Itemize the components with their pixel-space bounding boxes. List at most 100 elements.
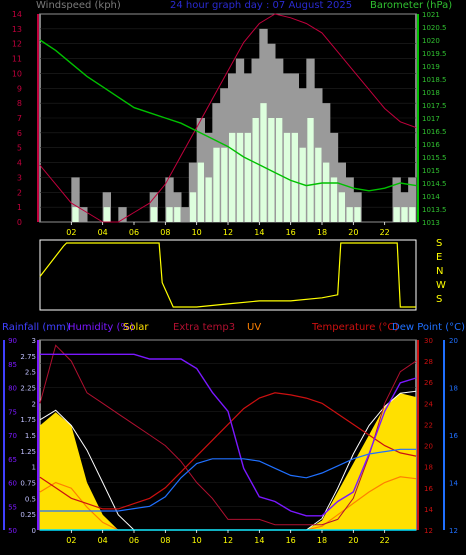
barometer-tick-label: 1018.5: [422, 76, 447, 84]
barometer-title: Barometer (hPa): [370, 0, 452, 11]
windspeed-tick-label: 6: [17, 129, 22, 138]
wind-average-bar: [323, 162, 330, 222]
wind-gust-bar: [408, 177, 417, 222]
wind-average-bar: [338, 192, 345, 222]
windspeed-tick-label: 2: [17, 188, 22, 197]
top-x-tick-label: 14: [254, 228, 264, 237]
wind-average-bar: [166, 207, 173, 222]
barometer-tick-label: 1014: [422, 193, 440, 201]
wind-average-bar: [150, 207, 157, 222]
bottom-x-tick-label: 22: [380, 536, 390, 545]
temperature-tick-label: 18: [424, 464, 433, 472]
wind-gust-bar: [118, 207, 127, 222]
wind-average-bar: [72, 207, 79, 222]
humidity-tick-label: 85: [8, 361, 17, 369]
windspeed-title: Windspeed (kph): [36, 0, 121, 11]
legend-dew-point: Dew Point (°C): [392, 322, 465, 333]
rainfall-tick-label: 1.25: [20, 448, 36, 456]
wind-average-bar: [346, 207, 353, 222]
temperature-tick-label: 12: [424, 527, 433, 535]
humidity-tick-label: 70: [8, 432, 17, 440]
legend-temperature: Temperature (°C): [311, 322, 398, 333]
windspeed-tick-label: 13: [12, 25, 22, 34]
dew-point-tick-label: 12: [449, 527, 458, 535]
temperature-tick-label: 16: [424, 485, 433, 493]
top-x-tick-label: 20: [348, 228, 358, 237]
legend-solar: Solar: [123, 322, 149, 333]
wind-average-bar: [276, 118, 283, 222]
top-x-tick-label: 04: [98, 228, 108, 237]
bottom-x-tick-label: 08: [160, 536, 170, 545]
dew-point-tick-label: 14: [449, 480, 458, 488]
top-x-tick-label: 08: [160, 228, 170, 237]
rainfall-tick-label: 3: [32, 337, 36, 345]
wind-average-bar: [283, 132, 291, 222]
wind-average-bar: [197, 162, 204, 222]
rainfall-tick-label: 2.5: [25, 369, 36, 377]
rainfall-tick-label: 2.75: [20, 353, 36, 361]
legend-humidity: Humidity (%): [68, 322, 134, 333]
rainfall-tick-label: 0.25: [20, 511, 36, 519]
wind-average-bar: [393, 207, 400, 222]
humidity-tick-label: 65: [8, 456, 17, 464]
humidity-tick-label: 90: [8, 337, 17, 345]
rainfall-tick-label: 0.75: [20, 480, 36, 488]
barometer-line: [39, 39, 417, 192]
barometer-tick-label: 1016.5: [422, 128, 447, 136]
barometer-tick-label: 1013: [422, 219, 440, 227]
wind-average-bar: [291, 132, 298, 222]
bottom-x-tick-label: 02: [66, 536, 76, 545]
direction-label: N: [436, 266, 443, 277]
wind-average-bar: [315, 147, 322, 222]
humidity-tick-label: 55: [8, 503, 17, 511]
bottom-x-tick-label: 10: [192, 536, 202, 545]
dew-point-line: [40, 448, 416, 512]
temperature-line: [39, 392, 417, 510]
wind-gust-bar: [79, 207, 88, 222]
wind-average-bar: [409, 207, 416, 222]
rainfall-tick-label: 2: [32, 400, 36, 408]
dew-point-tick-label: 18: [449, 385, 458, 393]
wind-average-bar: [260, 103, 267, 222]
wind-average-bar: [252, 118, 259, 222]
wind-gust-bar: [345, 177, 354, 222]
bottom-x-tick-label: 14: [254, 536, 264, 545]
wind-gust-bar: [188, 162, 198, 222]
legend-extra-temp: Extra temp3: [173, 322, 235, 333]
windspeed-tick-label: 5: [17, 144, 22, 153]
top-x-tick-label: 10: [192, 228, 202, 237]
direction-label: E: [436, 252, 442, 263]
temperature-tick-label: 22: [424, 421, 433, 429]
barometer-tick-label: 1021: [422, 11, 440, 19]
temperature-tick-label: 30: [424, 337, 433, 345]
humidity-axis-ticks: 50 55 60 65 70 75 80 85 90: [8, 337, 17, 535]
rainfall-axis-ticks: 0 0.25 0.5 0.75 1 1.25 1.5 1.75 2 2.25 2.5 2.75 3: [20, 337, 36, 535]
climate-chart: 50 55 60 65 70 75 80 85 90 0 0.25 0.5 0.75 1 1.25 1.5 1…: [3, 337, 458, 545]
bottom-x-tick-label: 06: [129, 536, 139, 545]
rainfall-tick-label: 1.75: [20, 416, 36, 424]
wind-average-bar: [174, 207, 181, 222]
temperature-tick-label: 28: [424, 358, 433, 366]
wind-gust-bar: [392, 177, 401, 222]
barometer-tick-label: 1017.5: [422, 102, 447, 110]
bottom-x-tick-label: 04: [98, 536, 108, 545]
windspeed-tick-label: 11: [12, 55, 22, 64]
top-x-tick-label: 18: [317, 228, 327, 237]
wind-average-bar: [213, 147, 220, 222]
wind-average-bar: [103, 207, 110, 222]
bottom-x-tick-label: 12: [223, 536, 233, 545]
wind-average-bar: [307, 118, 314, 222]
dew-point-tick-label: 16: [449, 432, 458, 440]
wind-average-bar: [205, 177, 212, 222]
dew-point-axis-ticks: 12 14 16 18 20: [449, 337, 458, 535]
windspeed-tick-label: 0: [17, 218, 22, 227]
barometer-tick-label: 1014.5: [422, 180, 447, 188]
direction-label: S: [436, 294, 442, 305]
barometer-axis-ticks: 1013 1013.5 1014 1014.5 1015 1015.5 1016 1016.5…: [422, 11, 447, 227]
